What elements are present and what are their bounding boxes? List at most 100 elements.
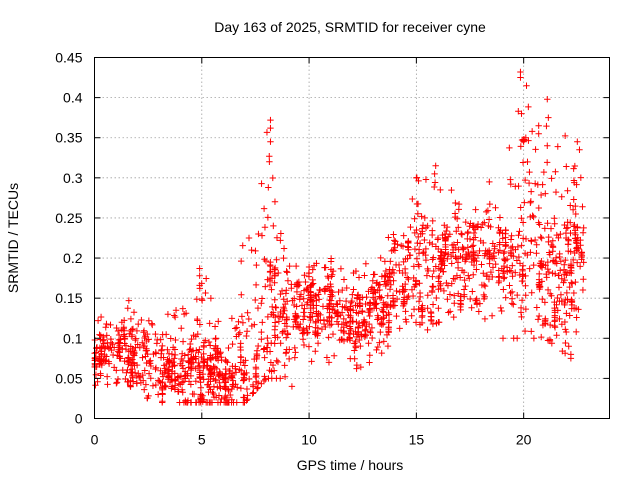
data-point: [462, 218, 469, 226]
data-point: [517, 143, 525, 150]
data-point: [424, 222, 431, 230]
data-point: [538, 234, 545, 242]
data-point: [422, 176, 430, 183]
data-point: [553, 301, 560, 308]
data-point: [96, 331, 103, 338]
data-point: [258, 328, 265, 336]
data-point: [340, 315, 347, 323]
data-point: [326, 321, 334, 329]
data-point: [448, 186, 455, 194]
data-point: [152, 349, 159, 356]
data-point: [182, 397, 189, 404]
data-point: [500, 250, 507, 257]
data-point: [528, 128, 536, 135]
data-point: [267, 116, 274, 124]
data-point: [192, 378, 200, 385]
data-point: [195, 349, 202, 356]
data-point: [200, 343, 208, 351]
data-point: [557, 258, 565, 265]
data-point: [470, 255, 477, 263]
data-point: [356, 300, 363, 307]
data-point: [109, 340, 116, 348]
data-point: [416, 240, 424, 247]
data-point: [241, 362, 249, 369]
data-point: [495, 279, 502, 286]
data-point: [567, 355, 575, 362]
data-point: [258, 295, 266, 302]
data-point: [395, 261, 403, 269]
data-point: [504, 268, 511, 276]
data-point: [361, 272, 368, 279]
data-point: [484, 207, 492, 214]
data-point: [275, 269, 282, 277]
data-point: [401, 265, 409, 273]
data-point: [451, 300, 458, 307]
data-point: [507, 267, 515, 275]
data-point: [451, 292, 458, 299]
data-point: [171, 351, 179, 359]
data-point: [347, 299, 355, 306]
data-point: [362, 260, 370, 267]
data-point: [369, 294, 377, 301]
data-point: [549, 270, 556, 277]
data-point: [238, 313, 246, 320]
data-point: [113, 324, 120, 332]
data-point: [258, 300, 265, 307]
data-point: [412, 281, 419, 288]
data-point: [572, 210, 579, 218]
data-point: [212, 342, 219, 350]
data-point: [343, 284, 350, 292]
data-point: [366, 305, 373, 313]
data-point: [429, 256, 436, 263]
data-point: [264, 340, 272, 347]
data-point: [435, 278, 442, 285]
data-point: [567, 264, 575, 272]
data-point: [170, 312, 178, 319]
data-point: [513, 257, 521, 264]
data-point: [180, 378, 188, 385]
data-point: [496, 214, 504, 221]
data-point: [551, 220, 558, 227]
data-point: [315, 296, 323, 303]
data-point: [486, 178, 493, 186]
data-point: [194, 330, 201, 338]
data-point: [419, 304, 426, 312]
data-point: [181, 352, 188, 359]
data-point: [169, 344, 177, 351]
data-point: [381, 272, 388, 279]
data-point: [508, 232, 515, 239]
data-point: [543, 274, 550, 281]
data-point: [266, 153, 273, 160]
data-point: [414, 210, 422, 217]
data-point: [420, 248, 427, 256]
data-point: [322, 264, 329, 271]
data-point: [522, 134, 530, 141]
data-point: [411, 215, 418, 222]
data-point: [517, 74, 524, 81]
data-point: [229, 377, 237, 384]
data-point: [277, 339, 284, 347]
data-point: [171, 375, 179, 383]
data-point: [536, 285, 543, 293]
data-point: [96, 360, 103, 367]
data-point: [120, 324, 128, 331]
data-point: [429, 301, 437, 308]
data-point: [197, 398, 204, 405]
data-point: [555, 272, 562, 279]
data-point: [535, 122, 542, 129]
data-point: [340, 276, 348, 283]
data-point: [382, 282, 390, 290]
data-point: [352, 267, 360, 275]
data-point: [252, 364, 260, 371]
data-point: [116, 355, 123, 362]
data-point: [500, 275, 507, 282]
data-point: [147, 362, 155, 370]
data-point: [536, 270, 543, 278]
data-point: [252, 296, 259, 304]
data-point: [411, 245, 419, 253]
data-point: [538, 257, 545, 265]
data-point: [472, 206, 479, 213]
data-point: [152, 364, 160, 371]
data-point: [412, 319, 420, 326]
data-point: [279, 329, 286, 337]
